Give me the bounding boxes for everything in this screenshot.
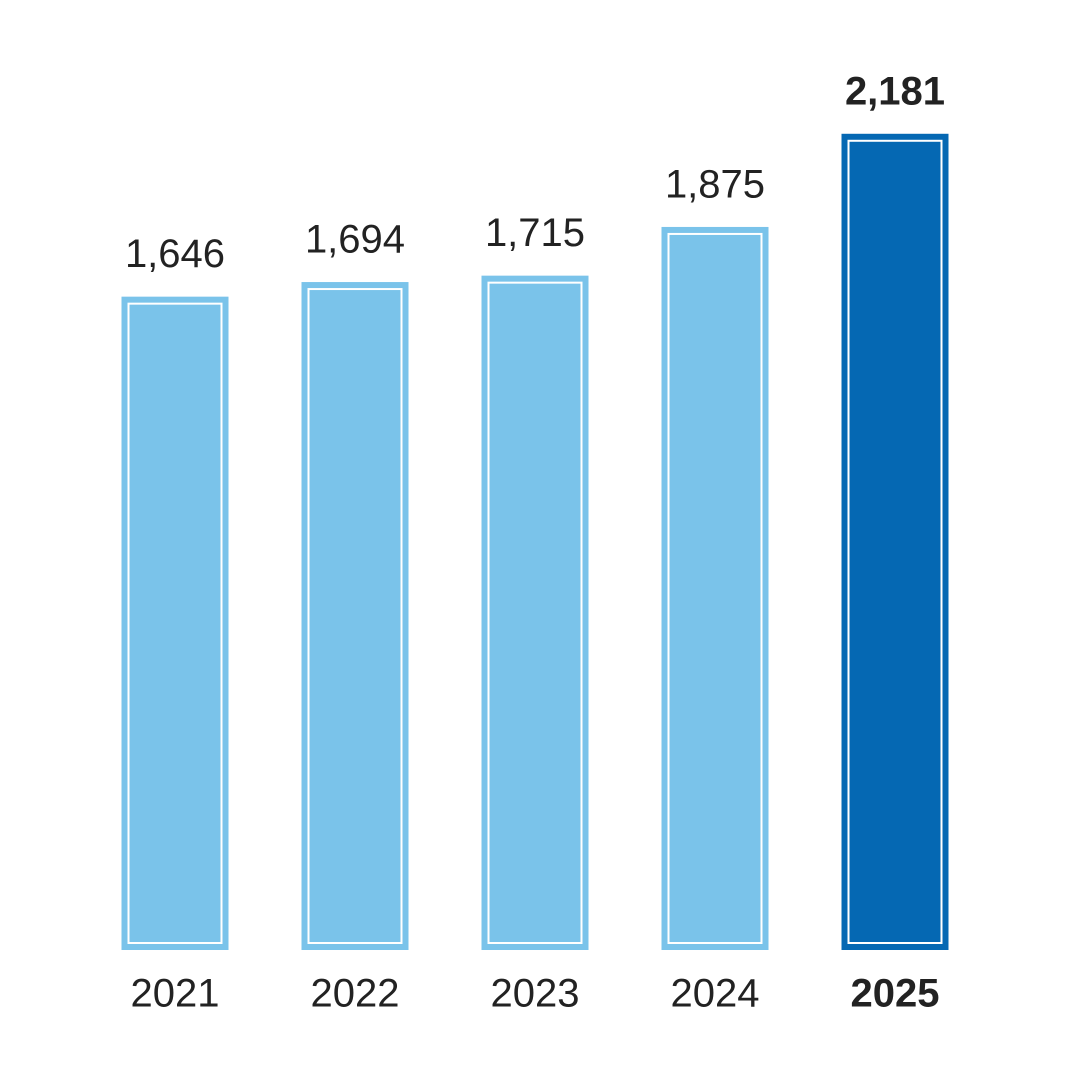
bar-inner-outline — [487, 281, 583, 944]
value-label: 1,715 — [485, 211, 585, 255]
x-tick-label: 2024 — [671, 972, 760, 1016]
bar — [661, 226, 769, 950]
bar — [481, 275, 589, 951]
bar-inner-outline — [667, 232, 763, 944]
value-label: 1,694 — [305, 218, 405, 262]
x-tick-label: 2022 — [311, 972, 400, 1016]
value-label: 1,875 — [665, 163, 765, 207]
bar — [301, 282, 409, 950]
x-tick-label: 2025 — [851, 972, 940, 1016]
bar-inner-outline — [307, 288, 403, 944]
bar-inner-outline — [847, 139, 943, 945]
value-label: 2,181 — [845, 69, 945, 113]
bar — [121, 296, 229, 950]
bar — [841, 133, 949, 951]
bar-inner-outline — [127, 302, 223, 944]
x-tick-label: 2023 — [491, 972, 580, 1016]
x-tick-label: 2021 — [131, 972, 220, 1016]
value-label: 1,646 — [125, 232, 225, 276]
